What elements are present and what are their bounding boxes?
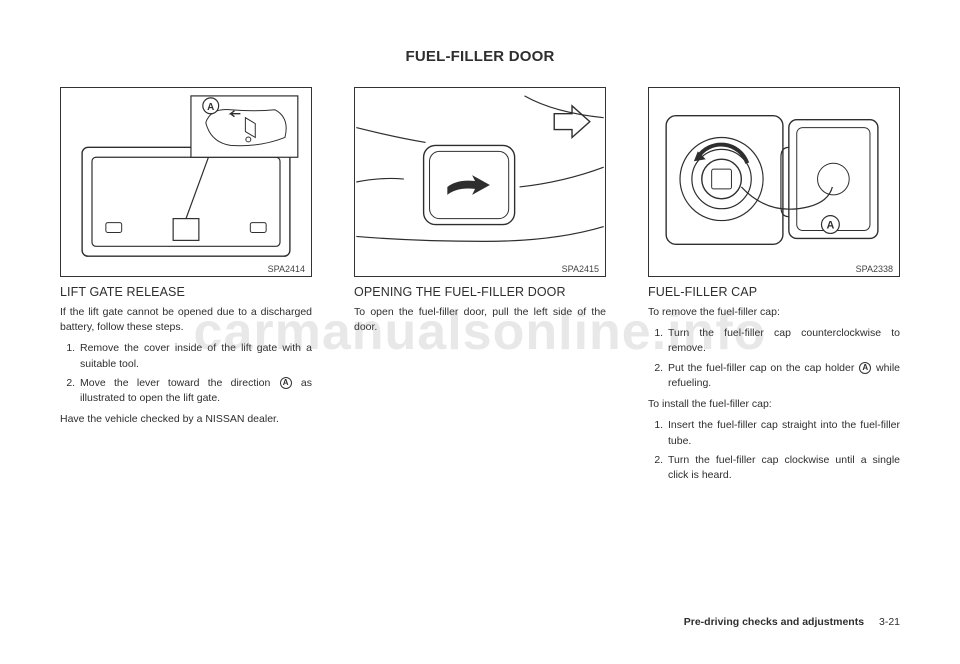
opening-fuel-door-body: To open the fuel-filler door, pull the l…	[354, 305, 606, 335]
subheading-lift-gate-release: LIFT GATE RELEASE	[60, 285, 312, 299]
figure-caption-left: SPA2414	[266, 264, 307, 274]
figure-caption-right: SPA2338	[854, 264, 895, 274]
column-right: A SPA2338 FUEL-FILLER CAP To remove the …	[648, 87, 900, 489]
lift-gate-step-2-prefix: Move the lever toward the direction	[80, 377, 279, 389]
page-title: FUEL-FILLER DOOR	[60, 48, 900, 65]
fuel-cap-illustration: A	[649, 88, 899, 276]
footer-page-number: 3-21	[879, 616, 900, 628]
remove-cap-step-2-prefix: Put the fuel-filler cap on the cap holde…	[668, 362, 858, 374]
figure-fuel-door: SPA2415	[354, 87, 606, 277]
install-cap-intro: To install the fuel-filler cap:	[648, 397, 900, 412]
install-cap-step-1: Insert the fuel-filler cap straight into…	[666, 418, 900, 448]
remove-cap-step-1: Turn the fuel-filler cap counterclockwis…	[666, 326, 900, 356]
remove-cap-intro: To remove the fuel-filler cap:	[648, 305, 900, 320]
columns-container: A SPA2414 LIFT GATE RELEASE If the lift …	[60, 87, 900, 489]
lift-gate-illustration: A	[61, 88, 311, 276]
lift-gate-steps: Remove the cover inside of the lift gate…	[60, 341, 312, 406]
subheading-fuel-filler-cap: FUEL-FILLER CAP	[648, 285, 900, 299]
svg-text:A: A	[207, 102, 214, 113]
badge-a-inline-left: A	[280, 377, 292, 389]
lift-gate-outro: Have the vehicle checked by a NISSAN dea…	[60, 412, 312, 427]
badge-a-inline-right: A	[859, 362, 871, 374]
figure-lift-gate: A SPA2414	[60, 87, 312, 277]
column-center: SPA2415 OPENING THE FUEL-FILLER DOOR To …	[354, 87, 606, 489]
remove-cap-steps: Turn the fuel-filler cap counterclockwis…	[648, 326, 900, 391]
page-footer: Pre-driving checks and adjustments 3-21	[684, 616, 900, 628]
install-cap-step-2: Turn the fuel-filler cap clockwise until…	[666, 453, 900, 483]
svg-text:A: A	[826, 220, 834, 232]
column-left: A SPA2414 LIFT GATE RELEASE If the lift …	[60, 87, 312, 489]
lift-gate-step-1: Remove the cover inside of the lift gate…	[78, 341, 312, 371]
footer-section: Pre-driving checks and adjustments	[684, 616, 864, 628]
lift-gate-intro: If the lift gate cannot be opened due to…	[60, 305, 312, 335]
lift-gate-step-2: Move the lever toward the direction A as…	[78, 376, 312, 406]
install-cap-steps: Insert the fuel-filler cap straight into…	[648, 418, 900, 483]
figure-fuel-cap: A SPA2338	[648, 87, 900, 277]
fuel-door-illustration	[355, 88, 605, 276]
subheading-opening-fuel-door: OPENING THE FUEL-FILLER DOOR	[354, 285, 606, 299]
figure-caption-center: SPA2415	[560, 264, 601, 274]
remove-cap-step-2: Put the fuel-filler cap on the cap holde…	[666, 361, 900, 391]
